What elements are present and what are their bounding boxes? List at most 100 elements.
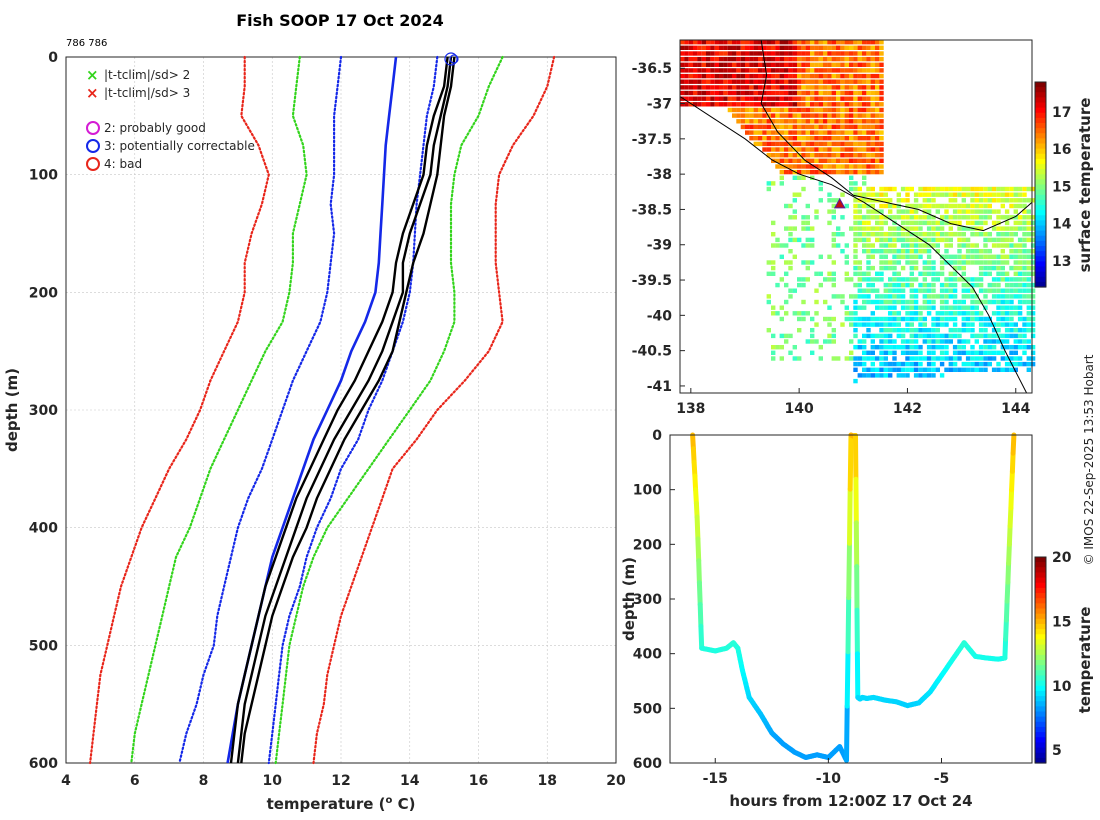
sst-pixel [1013, 243, 1018, 248]
sst-pixel [983, 209, 988, 214]
sst-pixel [719, 90, 724, 96]
sst-pixel [814, 51, 819, 56]
sst-pixel [827, 192, 832, 197]
sst-pixel [1017, 299, 1023, 305]
sst-pixel [888, 294, 893, 299]
sst-pixel [983, 186, 988, 192]
sst-pixel [775, 153, 780, 158]
sst-pixel [957, 203, 962, 209]
sst-pixel [840, 136, 845, 141]
legend-marker: × [86, 66, 99, 84]
sst-pixel [753, 56, 758, 62]
sst-pixel [1004, 294, 1010, 299]
sst-pixel [883, 288, 888, 293]
colorbar-band [1035, 276, 1046, 283]
sst-pixel [866, 68, 871, 73]
track-segment [696, 558, 702, 586]
sst-pixel [797, 164, 802, 169]
sst-pixel [905, 282, 910, 288]
colorbar-band [1035, 82, 1046, 88]
sst-pixel [905, 186, 910, 192]
sst-pixel [879, 237, 884, 243]
sst-pixel [879, 62, 884, 67]
colorbar-band [1035, 629, 1046, 635]
sst-pixel [870, 356, 875, 361]
sst-pixel [775, 96, 780, 101]
sst-pixel [784, 130, 789, 135]
sst-pixel [814, 40, 819, 45]
sst-pixel [905, 198, 910, 203]
sst-pixel [857, 220, 862, 226]
sst-pixel [1017, 226, 1023, 231]
sst-pixel [1009, 311, 1014, 316]
sst-pixel [974, 203, 979, 209]
sst-pixel [775, 40, 780, 45]
sst-pixel [931, 356, 936, 361]
x-tick-label: 4 [61, 773, 71, 789]
sst-pixel [818, 45, 823, 50]
sst-pixel [805, 237, 810, 243]
sst-pixel [1030, 322, 1036, 327]
sst-pixel [974, 209, 979, 214]
sst-pixel [879, 102, 884, 107]
sst-pixel [766, 102, 771, 107]
sst-pixel [1000, 237, 1005, 243]
sst-pixel [758, 62, 763, 67]
sst-pixel [1000, 232, 1005, 237]
sst-pixel [896, 277, 901, 282]
sst-pixel [831, 164, 836, 169]
sst-pixel [805, 45, 810, 50]
y-tick-label: 100 [633, 483, 662, 499]
sst-pixel [827, 90, 832, 96]
sst-pixel [883, 282, 888, 288]
sst-pixel [723, 102, 728, 107]
sst-pixel [810, 339, 815, 344]
sst-pixel [922, 192, 927, 197]
sst-pixel [900, 232, 906, 237]
sst-pixel [857, 51, 862, 56]
sst-pixel [1000, 294, 1005, 299]
sst-pixel [749, 136, 754, 141]
sst-pixel [706, 73, 711, 79]
sst-pixel [753, 85, 758, 90]
sst-pixel [983, 322, 988, 327]
sst-pixel [836, 130, 841, 135]
sst-pixel [849, 130, 854, 135]
sst-pixel [853, 141, 858, 147]
sst-pixel [879, 220, 884, 226]
sst-pixel [805, 96, 810, 101]
sst-pixel [892, 249, 897, 254]
sst-pixel [857, 158, 862, 163]
sst-pixel [853, 271, 858, 276]
sst-pixel [900, 249, 906, 254]
sst-pixel [827, 62, 832, 67]
sst-pixel [749, 130, 754, 135]
sst-pixel [792, 40, 797, 45]
sst-pixel [883, 328, 888, 333]
sst-pixel [1013, 361, 1018, 367]
sst-pixel [766, 96, 771, 101]
sst-pixel [913, 299, 919, 305]
sst-pixel [714, 79, 720, 84]
sst-pixel [939, 356, 945, 361]
sst-pixel [857, 102, 862, 107]
sst-pixel [805, 130, 810, 135]
sst-pixel [784, 299, 789, 305]
sst-pixel [900, 226, 906, 231]
sst-pixel [814, 299, 819, 305]
sst-pixel [987, 345, 992, 350]
sst-pixel [844, 153, 849, 158]
sst-pixel [810, 51, 815, 56]
sst-pixel [801, 40, 806, 45]
sst-pixel [805, 62, 810, 67]
sst-pixel [792, 136, 797, 141]
sst-pixel [1009, 277, 1014, 282]
sst-pixel [1004, 186, 1010, 192]
y-tick-label: -37.5 [632, 132, 672, 148]
flag-marker [444, 52, 458, 66]
sst-pixel [853, 102, 858, 107]
sst-pixel [922, 373, 927, 378]
sst-pixel [840, 62, 845, 67]
sst-pixel [991, 282, 997, 288]
colorbar-frame [1034, 556, 1047, 764]
